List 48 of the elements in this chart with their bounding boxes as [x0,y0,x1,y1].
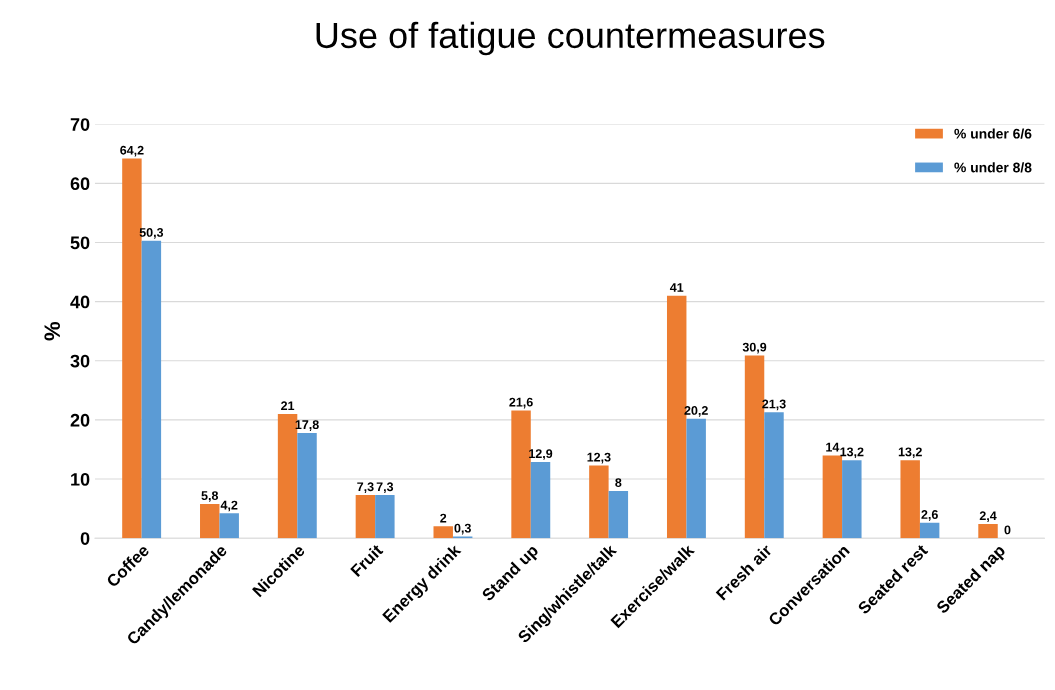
bar [219,513,239,539]
data-label: 2,6 [921,510,938,521]
y-tick-label: 70 [70,118,90,131]
bar [375,495,395,539]
data-label: 5,8 [201,491,219,502]
bar [141,240,162,539]
bar [608,490,629,539]
data-label: 30,9 [742,342,767,354]
bar [686,418,706,539]
bar [200,503,220,539]
y-tick-label: 50 [70,236,90,250]
y-tick-label: 40 [70,295,90,309]
bar [764,412,784,539]
bar [842,460,862,539]
legend-label: % under 6/6 [954,128,1032,139]
data-label: 2,4 [979,511,997,522]
y-tick-label: 10 [71,472,90,486]
bar [433,526,453,539]
y-axis-title: % [44,321,61,341]
y-tick-label: 30 [70,354,90,368]
bar [919,522,940,539]
bar [511,410,531,539]
chart-title: Use of fatigue countermeasures [316,21,825,56]
bar [530,461,551,539]
bar [900,460,920,539]
data-label: 12,3 [587,452,611,464]
data-label: 41 [669,283,684,292]
y-tick-label: 60 [70,177,90,191]
bar [297,432,317,539]
data-label: 13,2 [898,447,922,459]
data-label: 0,3 [454,523,471,535]
y-tick-label: 0 [80,532,90,545]
data-label: 13,2 [840,447,864,459]
y-tick-label: 20 [70,413,90,427]
data-label: 7,3 [376,482,394,493]
data-label: 14 [826,442,840,452]
data-label: 0 [1004,525,1011,535]
data-label: 64,2 [120,145,144,157]
data-label: 21,6 [509,397,533,409]
data-label: 2 [440,513,447,523]
data-label: 4,2 [220,500,238,512]
bar [355,495,376,539]
data-label: 7,3 [357,482,374,493]
data-label: 21 [281,401,295,411]
data-label: 8 [615,478,622,488]
bar [978,524,998,539]
bar [589,465,609,539]
legend-label: % under 8/8 [954,162,1032,173]
